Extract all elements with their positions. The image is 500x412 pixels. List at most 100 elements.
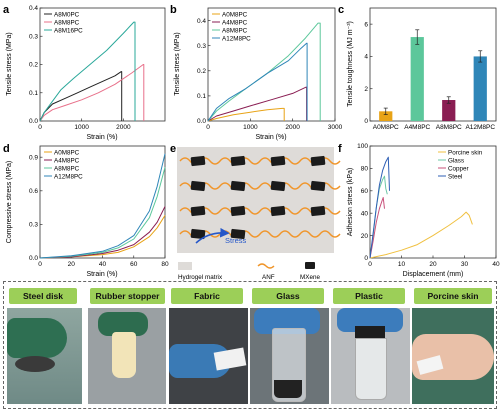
panel-c-ylabel: Tensile toughness (MJ m⁻³) xyxy=(347,21,354,107)
gloved-hand xyxy=(7,318,67,358)
legend-b-3: A12M8PC xyxy=(222,36,251,43)
panel-a-letter: a xyxy=(3,4,10,16)
panel-f-ylabel: Adhesion stress (kPa) xyxy=(347,168,354,236)
panel-f: f 0 20 40 60 80 100 0 10 20 30 40 Porcine skin Gla… xyxy=(338,143,500,278)
panel-d-ylabel: Compressive stress (MPa) xyxy=(6,161,13,243)
x-tick-label: 0 xyxy=(38,124,42,131)
series-line-copper xyxy=(369,197,385,259)
y-tick-label: 100 xyxy=(357,143,368,150)
panel-e-letter: e xyxy=(170,143,176,155)
series-line-porcine-skin xyxy=(369,211,473,259)
mxene-flake xyxy=(230,155,246,167)
bar-a12m8pc xyxy=(473,56,487,121)
mxene-swatch xyxy=(305,262,315,269)
panel-d-xlabel: Strain (%) xyxy=(86,271,117,278)
x-tick-label: A0M8PC xyxy=(373,124,399,131)
y-tick-label: 0.3 xyxy=(197,43,206,50)
panel-b: b 0.0 0.1 0.2 0.3 0.4 0 1000 2000 3000 A0M8PC A4… xyxy=(170,4,343,141)
mxene-flake xyxy=(270,180,286,192)
x-tick-label: A8M8PC xyxy=(436,124,462,131)
y-tick-label: 0.2 xyxy=(29,62,38,69)
steel-disk-object xyxy=(15,356,55,372)
y-tick-label: 40 xyxy=(361,210,369,217)
photo-fabric xyxy=(169,308,248,404)
legend-b-2: A8M8PC xyxy=(222,28,248,35)
panel-f-axis-ticks: 0 20 40 60 80 100 0 10 20 30 40 xyxy=(357,143,500,268)
panel-f-legend: Porcine skin Glass Copper Steel xyxy=(438,150,483,181)
plastic-cap xyxy=(355,326,385,338)
photo-rubber-stopper xyxy=(88,308,166,404)
legend-d-0: A0M8PC xyxy=(54,150,80,157)
mxene-flake xyxy=(310,180,326,192)
plastic-vial xyxy=(355,338,387,400)
series-line-a0m8pc xyxy=(207,107,285,122)
x-tick-label: 60 xyxy=(130,261,138,268)
x-tick-label: 40 xyxy=(492,261,500,268)
panel-c-bars xyxy=(379,29,487,121)
photo-glass xyxy=(250,308,329,404)
panel-b-xlabel: Strain (%) xyxy=(255,134,286,141)
photo-steel-disk xyxy=(7,308,82,404)
panel-b-lines xyxy=(207,22,321,122)
x-tick-label: 0 xyxy=(368,261,372,268)
panel-a-axis-ticks: 0.0 0.1 0.2 0.3 0.4 0 1000 2000 xyxy=(29,5,131,131)
panel-b-letter: b xyxy=(170,4,177,16)
x-tick-label: 30 xyxy=(461,261,469,268)
vial-contents xyxy=(274,380,302,398)
series-line-a12m8pc xyxy=(207,42,308,122)
legend-e-mxene: MXene xyxy=(300,274,320,281)
y-tick-label: 0.0 xyxy=(29,118,38,125)
figure-canvas: a 0.00.10.20.30.40 1000 2000 A8M0PC A8M8PC… xyxy=(3,4,500,282)
stress-arrow-label: Stress xyxy=(225,236,247,245)
y-tick-label: 0.0 xyxy=(197,118,206,125)
panel-a-ylabel: Tensile stress (MPa) xyxy=(6,32,13,95)
panel-e-legend: Hydrogel matrix ANF MXene xyxy=(178,262,320,281)
panel-b-legend: A0M8PC A4M8PC A8M8PC A12M8PC xyxy=(212,12,251,43)
y-tick-label: 0 xyxy=(364,118,368,125)
series-line-a8m8pc xyxy=(39,167,166,259)
photo-plastic xyxy=(331,308,410,404)
panel-b-axis-ticks: 0.0 0.1 0.2 0.3 0.4 0 1000 2000 3000 xyxy=(197,18,343,131)
label-porcine-skin: Porcine skin xyxy=(414,288,492,304)
mxene-flake xyxy=(230,180,246,192)
panel-d-lines xyxy=(39,153,166,259)
mxene-flake xyxy=(270,155,286,167)
panel-f-lines xyxy=(369,156,473,259)
legend-f-3: Steel xyxy=(448,174,462,181)
x-tick-label: 1000 xyxy=(243,124,258,131)
mxene-flake xyxy=(230,205,246,217)
panel-d-letter: d xyxy=(3,143,10,155)
panel-b-plot-frame xyxy=(207,7,336,122)
panel-c-axis-ticks: 0 2 4 6 A0M8PC A4M8PC A8M8PC A12M8PC xyxy=(364,21,495,131)
series-line-a4m8pc xyxy=(39,206,166,259)
y-tick-label: 0.4 xyxy=(29,5,38,12)
series-line-steel xyxy=(369,156,390,259)
series-line-a8m8pc xyxy=(207,22,321,122)
panel-c-plot-frame xyxy=(369,7,497,122)
legend-a-2: A8M16PC xyxy=(54,28,83,35)
mxene-flake xyxy=(310,205,326,217)
x-tick-label: 1000 xyxy=(74,124,89,131)
mxene-flake xyxy=(190,205,206,217)
legend-a-0: A8M0PC xyxy=(54,12,80,19)
x-tick-label: 20 xyxy=(68,261,76,268)
panel-a-xlabel: Strain (%) xyxy=(86,134,117,141)
x-tick-label: A12M8PC xyxy=(465,124,495,131)
legend-d-2: A8M8PC xyxy=(54,166,80,173)
mxene-flake xyxy=(190,155,206,167)
x-tick-label: 0 xyxy=(38,261,42,268)
y-tick-label: 0.3 xyxy=(29,222,38,229)
anf-mxene-network xyxy=(179,155,341,240)
label-glass: Glass xyxy=(252,288,324,304)
panel-c-letter: c xyxy=(338,4,344,16)
series-line-a4m8pc xyxy=(207,86,308,122)
stress-arrow xyxy=(195,227,230,244)
legend-f-1: Glass xyxy=(448,158,464,165)
legend-d-1: A4M8PC xyxy=(54,158,80,165)
y-tick-label: 60 xyxy=(361,188,369,195)
label-rubber-stopper: Rubber stopper xyxy=(90,288,165,304)
mxene-flake xyxy=(230,228,246,240)
anf-fiber xyxy=(179,230,341,238)
y-tick-label: 0.3 xyxy=(29,33,38,40)
rubber-stopper-object xyxy=(112,332,136,378)
